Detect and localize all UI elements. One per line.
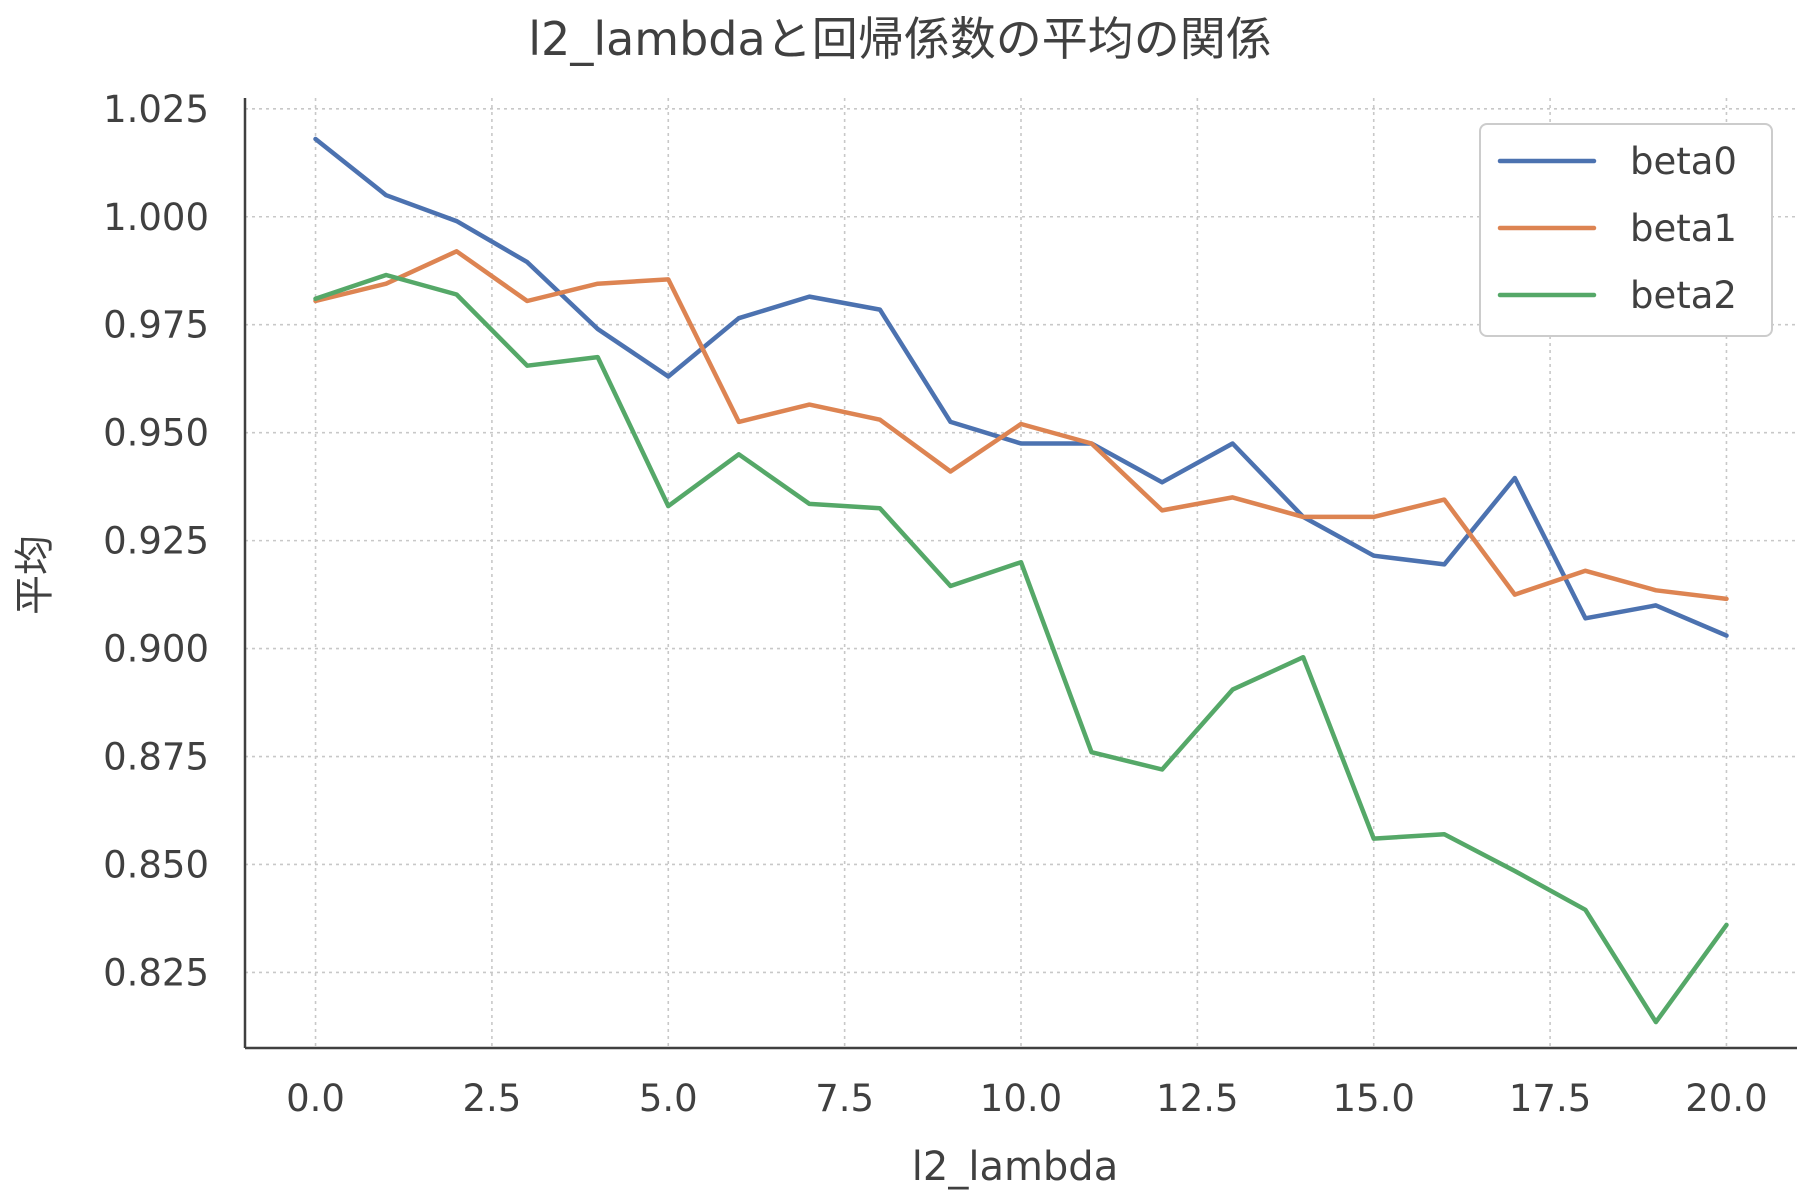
x-tick-labels: 0.0 2.5 5.0 7.5 10.0 12.5 15.0 17.5 20.0 — [286, 1077, 1768, 1120]
x-tick-label: 10.0 — [980, 1077, 1062, 1120]
series-lines — [313, 136, 1729, 1025]
x-tick-label: 0.0 — [286, 1077, 345, 1120]
y-axis-label: 平均 — [12, 535, 58, 615]
legend-label-beta0: beta0 — [1630, 140, 1737, 183]
series-line-beta1 — [313, 249, 1729, 602]
x-tick-label: 2.5 — [462, 1077, 521, 1120]
legend: beta0 beta1 beta2 — [1479, 123, 1773, 337]
series-line-beta2 — [313, 272, 1729, 1025]
legend-box — [1479, 123, 1773, 337]
x-tick-label: 20.0 — [1685, 1077, 1767, 1120]
x-tick-label: 7.5 — [815, 1077, 874, 1120]
axes — [243, 98, 1797, 1050]
y-tick-label: 0.850 — [103, 843, 209, 886]
legend-label-beta2: beta2 — [1630, 274, 1737, 317]
y-tick-labels: 0.825 0.850 0.875 0.900 0.925 0.950 0.975 1.000… — [103, 88, 209, 995]
x-axis-label: l2_lambda — [912, 1144, 1118, 1190]
y-tick-label: 0.950 — [103, 412, 209, 455]
y-tick-label: 0.900 — [103, 628, 209, 671]
x-tick-label: 12.5 — [1156, 1077, 1238, 1120]
y-tick-label: 1.025 — [103, 88, 209, 131]
series-line-beta0 — [313, 136, 1729, 638]
x-tick-label: 17.5 — [1509, 1077, 1591, 1120]
x-tick-label: 15.0 — [1333, 1077, 1415, 1120]
legend-label-beta1: beta1 — [1630, 207, 1737, 250]
y-tick-label: 0.825 — [103, 951, 209, 994]
chart-title: l2_lambdaと回帰係数の平均の関係 — [528, 12, 1271, 66]
y-tick-label: 0.975 — [103, 304, 209, 347]
y-tick-label: 0.925 — [103, 520, 209, 563]
y-tick-label: 1.000 — [103, 196, 209, 239]
y-tick-label: 0.875 — [103, 736, 209, 779]
x-tick-label: 5.0 — [639, 1077, 698, 1120]
